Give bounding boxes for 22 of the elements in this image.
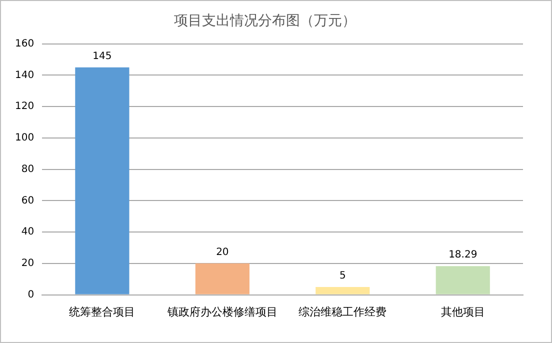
y-tick-label: 100 (14, 132, 34, 144)
x-tick-label: 其他项目 (440, 305, 485, 318)
data-label: 18.29 (448, 250, 478, 261)
bar (195, 263, 250, 294)
y-tick-label: 160 (14, 38, 34, 50)
y-tick-label: 40 (21, 226, 34, 238)
chart-title: 项目支出情况分布图（万元） (174, 13, 356, 30)
x-tick-label: 综治维稳工作经费 (298, 305, 387, 318)
y-tick-label: 120 (14, 101, 34, 112)
y-tick-label: 60 (21, 195, 34, 206)
bar (436, 266, 490, 294)
y-tick-label: 80 (21, 164, 34, 175)
bar (75, 67, 130, 294)
x-tick-label: 镇政府办公楼修缮项目 (166, 305, 278, 318)
data-label: 20 (216, 247, 229, 258)
y-tick-label: 0 (28, 289, 34, 300)
data-label: 5 (339, 270, 346, 282)
bar (316, 286, 370, 294)
y-tick-label: 20 (21, 258, 34, 270)
y-tick-label: 140 (14, 70, 34, 81)
x-tick-label: 统筹整合项目 (69, 305, 136, 318)
data-label: 145 (92, 50, 112, 62)
